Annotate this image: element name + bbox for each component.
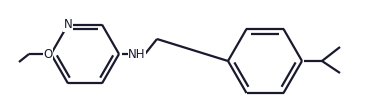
Text: O: O: [43, 48, 53, 60]
Text: N: N: [63, 18, 72, 31]
Text: NH: NH: [128, 48, 146, 60]
